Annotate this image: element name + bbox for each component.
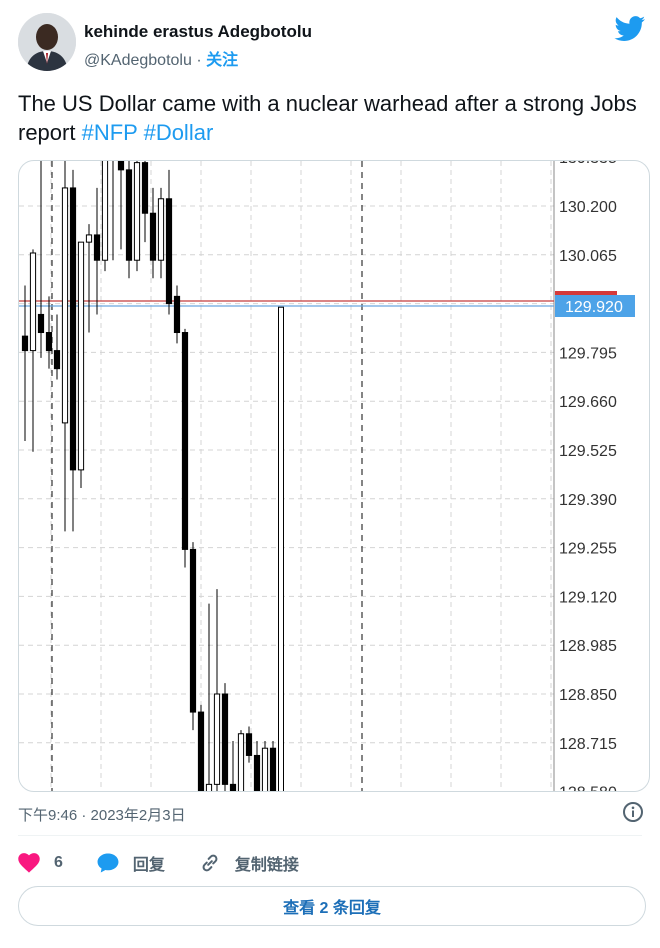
like-count: 6 (54, 854, 63, 871)
candle-body (253, 754, 261, 791)
price-tick-label: 130.335 (559, 161, 617, 167)
candle-body (213, 693, 221, 785)
candle-body (61, 187, 69, 424)
author-name[interactable]: kehinde erastus Adegbotolu (84, 22, 312, 41)
candle-body (229, 783, 237, 791)
candle-body (189, 548, 197, 713)
candle-body (181, 332, 189, 550)
candle-body (221, 693, 229, 785)
current-price-label: 129.920 (565, 299, 623, 316)
price-tick-label: 130.200 (559, 199, 617, 216)
candle-body (125, 169, 133, 261)
reply-label: 回复 (132, 857, 165, 874)
like-button[interactable]: 6 (18, 853, 63, 873)
candle-body (93, 234, 101, 261)
candle-body (269, 747, 277, 791)
tweet-text: The US Dollar came with a nuclear warhea… (18, 89, 648, 147)
price-tick-label: 129.390 (559, 492, 617, 509)
candle-body (37, 313, 45, 334)
candle-body (237, 733, 245, 791)
current-price-tag (555, 295, 635, 317)
candle-body (29, 252, 37, 352)
info-icon[interactable] (622, 801, 644, 823)
price-tick-label: 128.850 (559, 687, 617, 704)
candle-body (77, 241, 85, 471)
candle-body (117, 161, 125, 171)
author-handle-row: @KAdegbotolu · 关注 (84, 46, 238, 70)
candle-body (69, 187, 77, 471)
candle-body (197, 711, 205, 791)
candle-body (53, 350, 61, 370)
price-tick-label: 129.660 (559, 394, 617, 411)
reply-button[interactable]: 回复 (97, 851, 165, 875)
heart-icon (18, 853, 40, 873)
candle-body (149, 212, 157, 261)
candlestick-chart: 130.335130.200130.065129.935129.795129.6… (19, 161, 635, 791)
candle-body (157, 198, 165, 261)
follow-link[interactable]: 关注 (206, 52, 239, 69)
avatar[interactable] (18, 13, 76, 71)
copy-link-label: 复制链接 (234, 857, 299, 874)
candle-body (85, 234, 93, 243)
candle-body (245, 733, 253, 756)
candle-body (45, 332, 53, 352)
price-tick-label: 129.255 (559, 541, 617, 558)
chart-image[interactable]: 130.335130.200130.065129.935129.795129.6… (18, 160, 650, 792)
candle-body (278, 306, 284, 791)
price-tick-label: 129.795 (559, 345, 617, 362)
timestamp[interactable]: 下午9:46 · 2023年2月3日 (18, 807, 186, 824)
avatar-image (18, 13, 76, 71)
link-icon (202, 854, 218, 872)
candle-body (165, 198, 173, 305)
tweet-body: The US Dollar came with a nuclear warhea… (18, 91, 637, 145)
candle-body (173, 295, 181, 334)
price-tick-label: 128.580 (559, 785, 617, 791)
reply-bubble-icon (97, 853, 119, 873)
candle-body (21, 335, 29, 352)
price-tick-label: 129.120 (559, 589, 617, 606)
hashtag-nfp[interactable]: #NFP (81, 120, 138, 145)
candle-body (133, 162, 141, 261)
view-replies-button[interactable]: 查看 2 条回复 (18, 886, 646, 926)
price-tick-label: 129.525 (559, 443, 617, 460)
twitter-bird-icon[interactable] (614, 16, 646, 42)
price-tick-label: 130.065 (559, 248, 617, 265)
footer-divider (18, 835, 642, 836)
candle-body (101, 161, 109, 261)
action-bar: 6 回复 复制链接 (18, 848, 333, 878)
candle-body (141, 162, 149, 214)
separator: · (196, 52, 202, 69)
author-handle[interactable]: @KAdegbotolu (84, 52, 192, 69)
copy-link-button[interactable]: 复制链接 (199, 851, 299, 875)
price-tick-label: 128.715 (559, 736, 617, 753)
hashtag-dollar[interactable]: #Dollar (143, 120, 214, 145)
candle-body (261, 747, 269, 791)
price-tick-label: 128.985 (559, 638, 617, 655)
candle-body (205, 783, 213, 791)
